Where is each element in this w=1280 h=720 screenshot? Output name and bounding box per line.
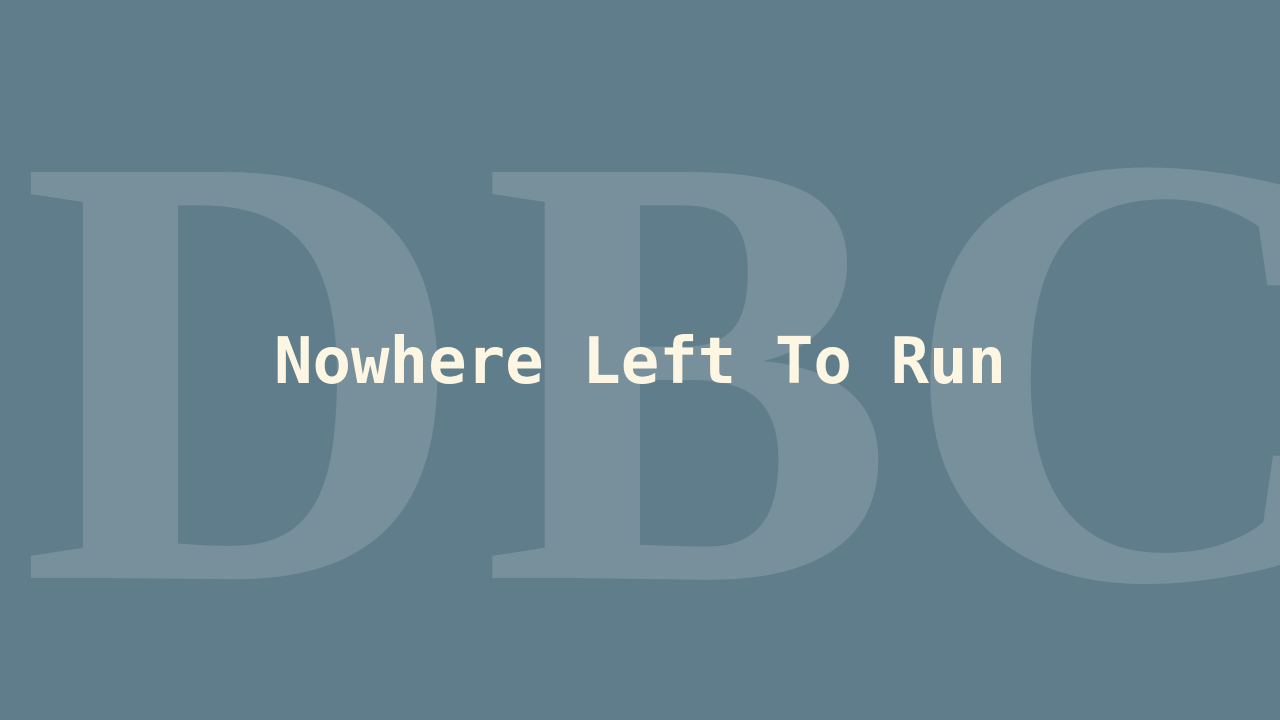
watermark-letter-b: B bbox=[482, 27, 896, 713]
page-title: Nowhere Left To Run bbox=[273, 325, 1007, 399]
watermark-letter-d: D bbox=[20, 27, 468, 713]
watermark-letter-c: C bbox=[900, 27, 1280, 713]
